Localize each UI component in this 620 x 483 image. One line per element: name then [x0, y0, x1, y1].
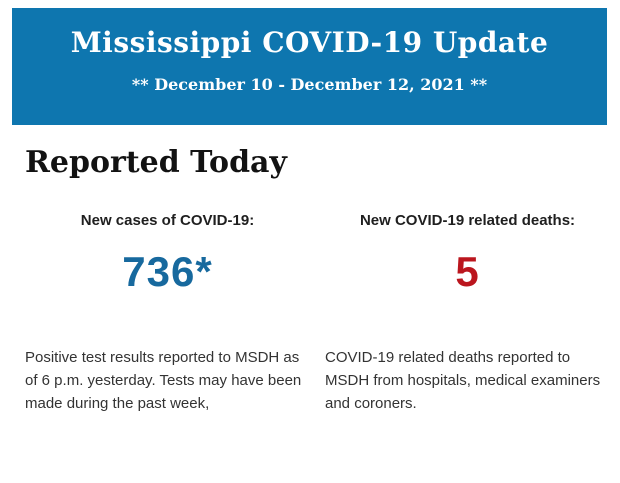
new-cases-value: 736*	[122, 248, 213, 295]
banner-date-range: ** December 10 - December 12, 2021 **	[131, 75, 488, 94]
new-deaths-value: 5	[455, 248, 480, 295]
new-cases-description: Positive test results reported to MSDH a…	[25, 349, 302, 412]
section-heading: Reported Today	[25, 145, 287, 180]
stats-grid: New cases of COVID-19: 736* Positive tes…	[25, 212, 600, 415]
new-deaths-label: New COVID-19 related deaths:	[359, 212, 576, 229]
new-cases-label: New cases of COVID-19:	[80, 212, 255, 229]
stat-new-cases: New cases of COVID-19: 736* Positive tes…	[25, 212, 310, 415]
new-deaths-description: COVID-19 related deaths reported to MSDH…	[325, 349, 601, 412]
content-area: Reported Today New cases of COVID-19: 73…	[0, 144, 620, 415]
banner-title: Mississippi COVID-19 Update	[70, 26, 549, 59]
header-banner: Mississippi COVID-19 Update ** December …	[12, 8, 607, 125]
stat-new-deaths: New COVID-19 related deaths: 5 COVID-19 …	[325, 212, 610, 415]
